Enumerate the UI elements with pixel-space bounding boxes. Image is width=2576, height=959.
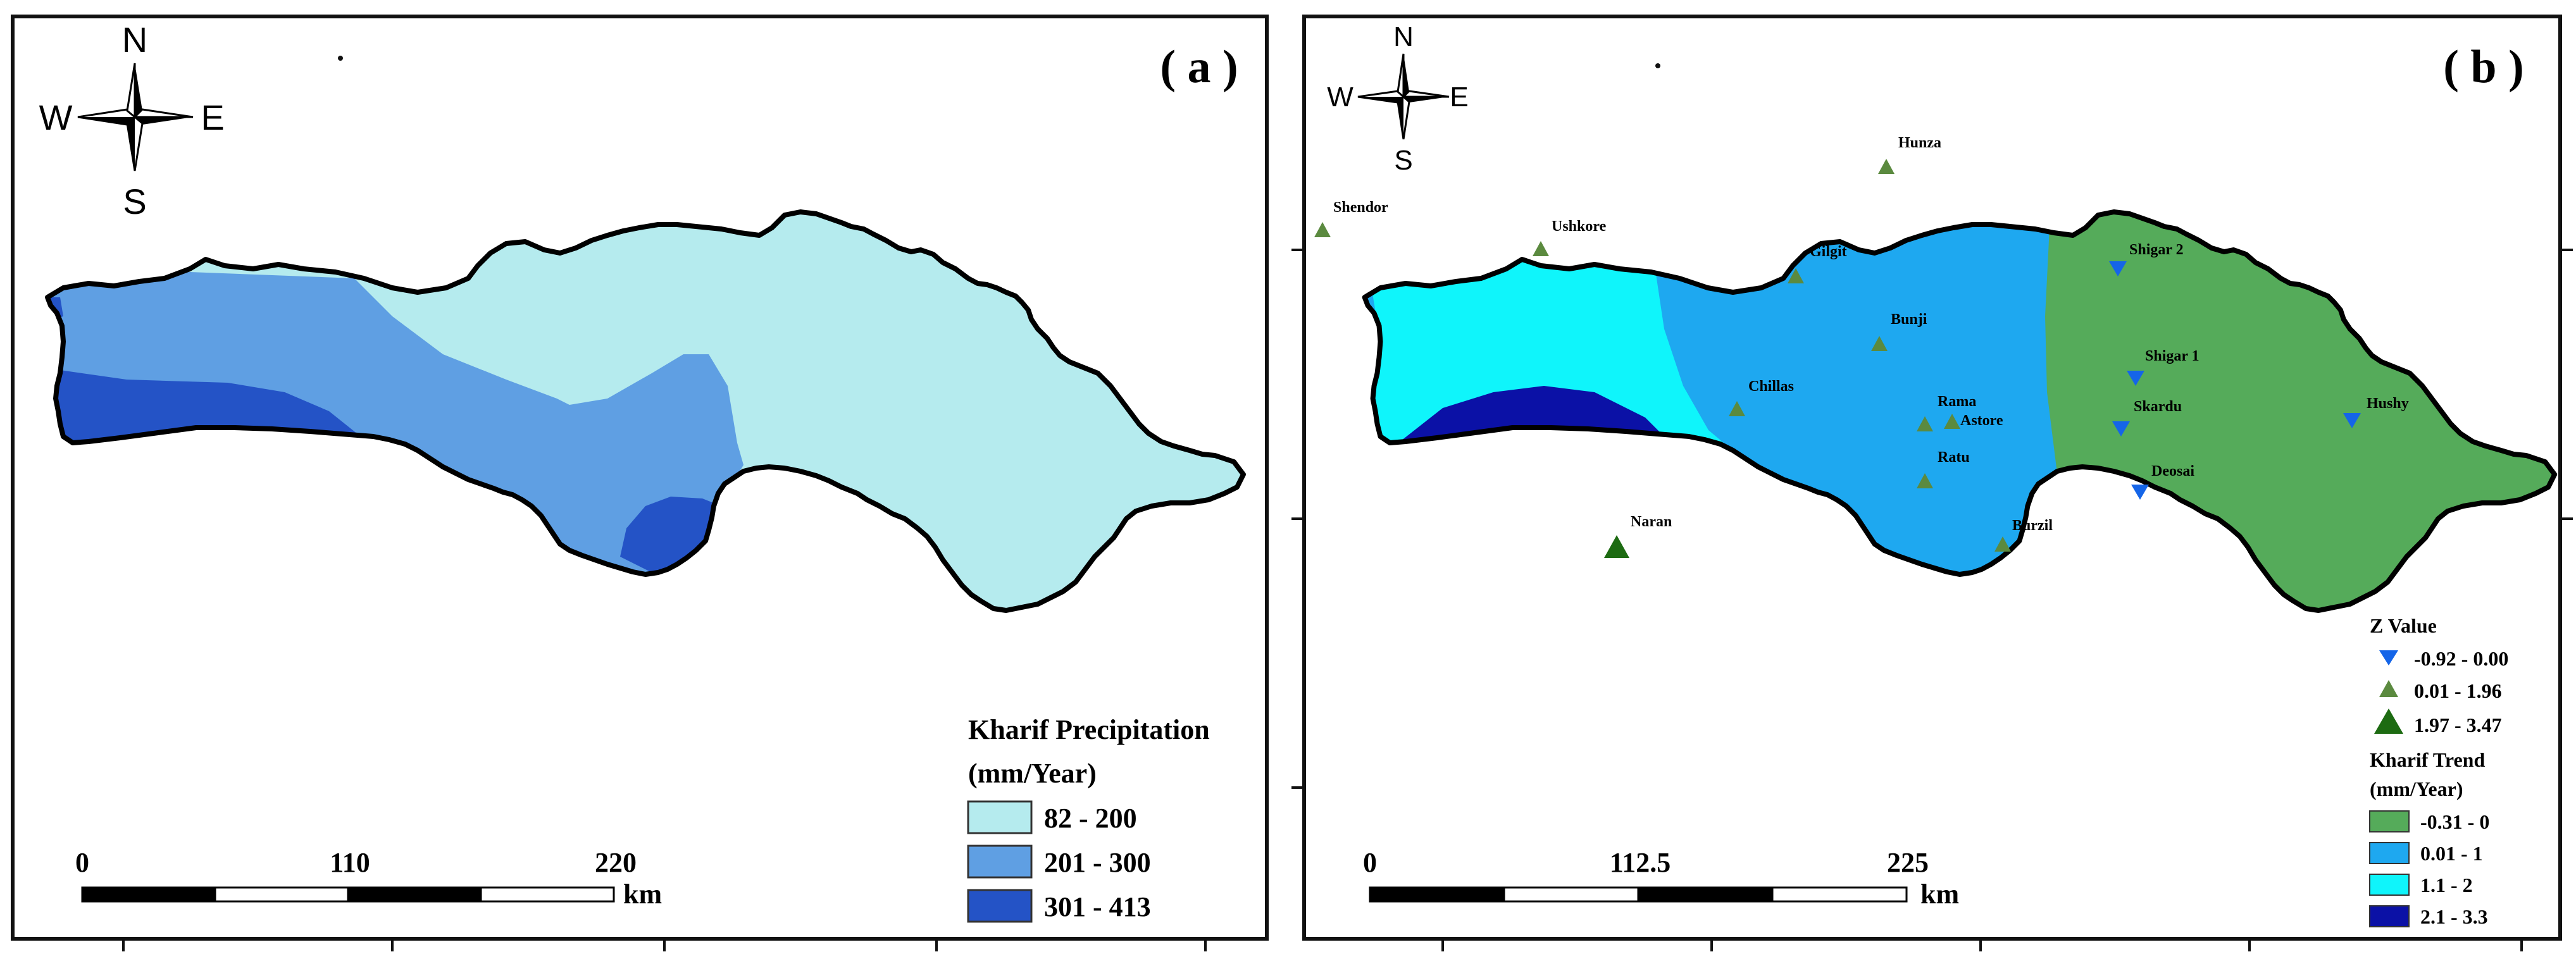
station-label-hushy: Hushy: [2367, 395, 2409, 412]
panel-a-label: ( a ): [1160, 41, 1238, 93]
trend-swatch-1: [2369, 842, 2410, 864]
station-label-hunza: Hunza: [1898, 135, 1941, 151]
panel-b-scale-bar: 0 112.5 225 km: [1363, 847, 1959, 910]
panel-b-frame-ticks: [1291, 249, 2573, 951]
station-label-shendor: Shendor: [1333, 199, 1388, 216]
z-legend-symbol-low: [2379, 680, 2398, 697]
scale-b-tick-end: 225: [1887, 847, 1929, 878]
panel-a-scale-bar: 0 110 220 km: [75, 847, 662, 910]
station-marker-burzil: [1994, 536, 2011, 552]
station-marker-hunza: [1878, 159, 1895, 174]
zone-201-300: [47, 266, 744, 582]
panel-b-stations: Hunza Shendor Ushkore Gilgit Bunji Chillas Ram…: [1314, 135, 2409, 558]
legend-label-201-300: 201 - 300: [1044, 847, 1151, 878]
trend-legend-title: Kharif Trend: [2370, 748, 2485, 771]
station-marker-skardu: [2112, 421, 2130, 436]
station-label-chillas: Chillas: [1748, 378, 1794, 395]
panel-a-compass: N S E W: [39, 20, 225, 221]
panel-b-trend-legend: Kharif Trend (mm/Year) -0.31 - 0 0.01 - …: [2369, 748, 2489, 928]
station-marker-shigar-2: [2109, 261, 2127, 276]
station-label-ushkore: Ushkore: [1552, 218, 1607, 235]
station-label-ratu: Ratu: [1938, 449, 1970, 466]
z-legend-label-high: 1.97 - 3.47: [2414, 714, 2502, 736]
station-marker-astore: [1944, 414, 1960, 429]
panel-a-dot: [338, 56, 343, 61]
trend-swatch-3: [2369, 905, 2410, 927]
trend-label-1: 0.01 - 1: [2420, 842, 2483, 865]
panel-a-legend: Kharif Precipitation (mm/Year) 82 - 200 …: [967, 714, 1210, 923]
station-label-deosai: Deosai: [2151, 463, 2194, 479]
panel-a-frame-ticks: [122, 939, 1207, 951]
panel-b-compass: N S E W: [1327, 22, 1468, 176]
compass-e-label: E: [201, 97, 224, 137]
station-marker-shigar-1: [2127, 371, 2144, 386]
z-legend-symbol-neg: [2379, 650, 2398, 665]
legend-swatch-301-413: [967, 889, 1033, 923]
scale-tick-0: 0: [75, 847, 89, 878]
legend-swatch-82-200: [967, 800, 1033, 834]
panel-b-z-legend: Z Value -0.92 - 0.00 0.01 - 1.96 1.97 - …: [2370, 614, 2508, 736]
station-label-gilgit: Gilgit: [1810, 244, 1847, 260]
station-marker-hushy: [2343, 413, 2361, 428]
trend-swatch-2: [2369, 874, 2410, 896]
station-label-skardu: Skardu: [2134, 399, 2182, 415]
station-marker-gilgit: [1788, 268, 1804, 283]
station-label-rama: Rama: [1938, 393, 1976, 410]
trend-legend-unit: (mm/Year): [2370, 777, 2463, 800]
compass-w-label: W: [39, 97, 73, 137]
compass-b-e-label: E: [1450, 82, 1468, 113]
station-marker-bunji: [1871, 336, 1888, 351]
scale-tick-110: 110: [330, 847, 370, 878]
z-legend-label-low: 0.01 - 1.96: [2414, 679, 2502, 702]
compass-b-w-label: W: [1327, 82, 1353, 113]
station-marker-rama: [1917, 416, 1933, 431]
panel-b-dot: [1655, 63, 1660, 68]
station-marker-naran: [1604, 535, 1629, 558]
compass-s-label: S: [123, 182, 146, 221]
compass-n-label: N: [122, 20, 147, 59]
trend-swatch-0: [2369, 810, 2410, 832]
scale-b-tick-0: 0: [1363, 847, 1377, 878]
legend-label-82-200: 82 - 200: [1044, 803, 1137, 834]
station-marker-ratu: [1917, 473, 1933, 488]
compass-b-s-label: S: [1394, 145, 1412, 176]
station-marker-deosai: [2131, 485, 2149, 500]
legend-swatch-201-300: [967, 845, 1033, 879]
station-marker-ushkore: [1533, 241, 1549, 256]
station-label-burzil: Burzil: [2012, 517, 2053, 534]
station-label-shigar-1: Shigar 1: [2145, 348, 2200, 364]
legend-unit: (mm/Year): [968, 758, 1097, 789]
panel-a-precipitation-map: ( a ) N S E W Kharif Precipitation (mm/Y…: [11, 15, 1269, 951]
station-label-astore: Astore: [1960, 412, 2003, 429]
legend-title: Kharif Precipitation: [968, 714, 1210, 745]
legend-label-301-413: 301 - 413: [1044, 891, 1151, 922]
z-legend-symbol-high: [2374, 708, 2403, 734]
compass-b-n-label: N: [1393, 22, 1414, 53]
trend-label-3: 2.1 - 3.3: [2420, 905, 2488, 928]
station-marker-shendor: [1314, 222, 1331, 237]
trend-label-2: 1.1 - 2: [2420, 874, 2473, 896]
panel-b-label: ( b ): [2443, 41, 2523, 93]
z-legend-title: Z Value: [2370, 614, 2437, 637]
station-label-shigar-2: Shigar 2: [2129, 242, 2184, 258]
station-label-bunji: Bunji: [1891, 311, 1927, 328]
station-marker-chillas: [1729, 401, 1745, 416]
station-label-naran: Naran: [1631, 514, 1672, 530]
trend-label-0: -0.31 - 0: [2420, 810, 2489, 833]
panel-b-trend-map: ( b ) N S E W Hunza Shendor Ushkore Gilgit B…: [1291, 15, 2573, 951]
scale-b-tick-mid: 112.5: [1610, 847, 1671, 878]
scale-tick-220: 220: [595, 847, 637, 878]
scale-unit: km: [623, 879, 662, 910]
z-legend-label-neg: -0.92 - 0.00: [2414, 647, 2508, 670]
scale-b-unit: km: [1920, 879, 1959, 910]
